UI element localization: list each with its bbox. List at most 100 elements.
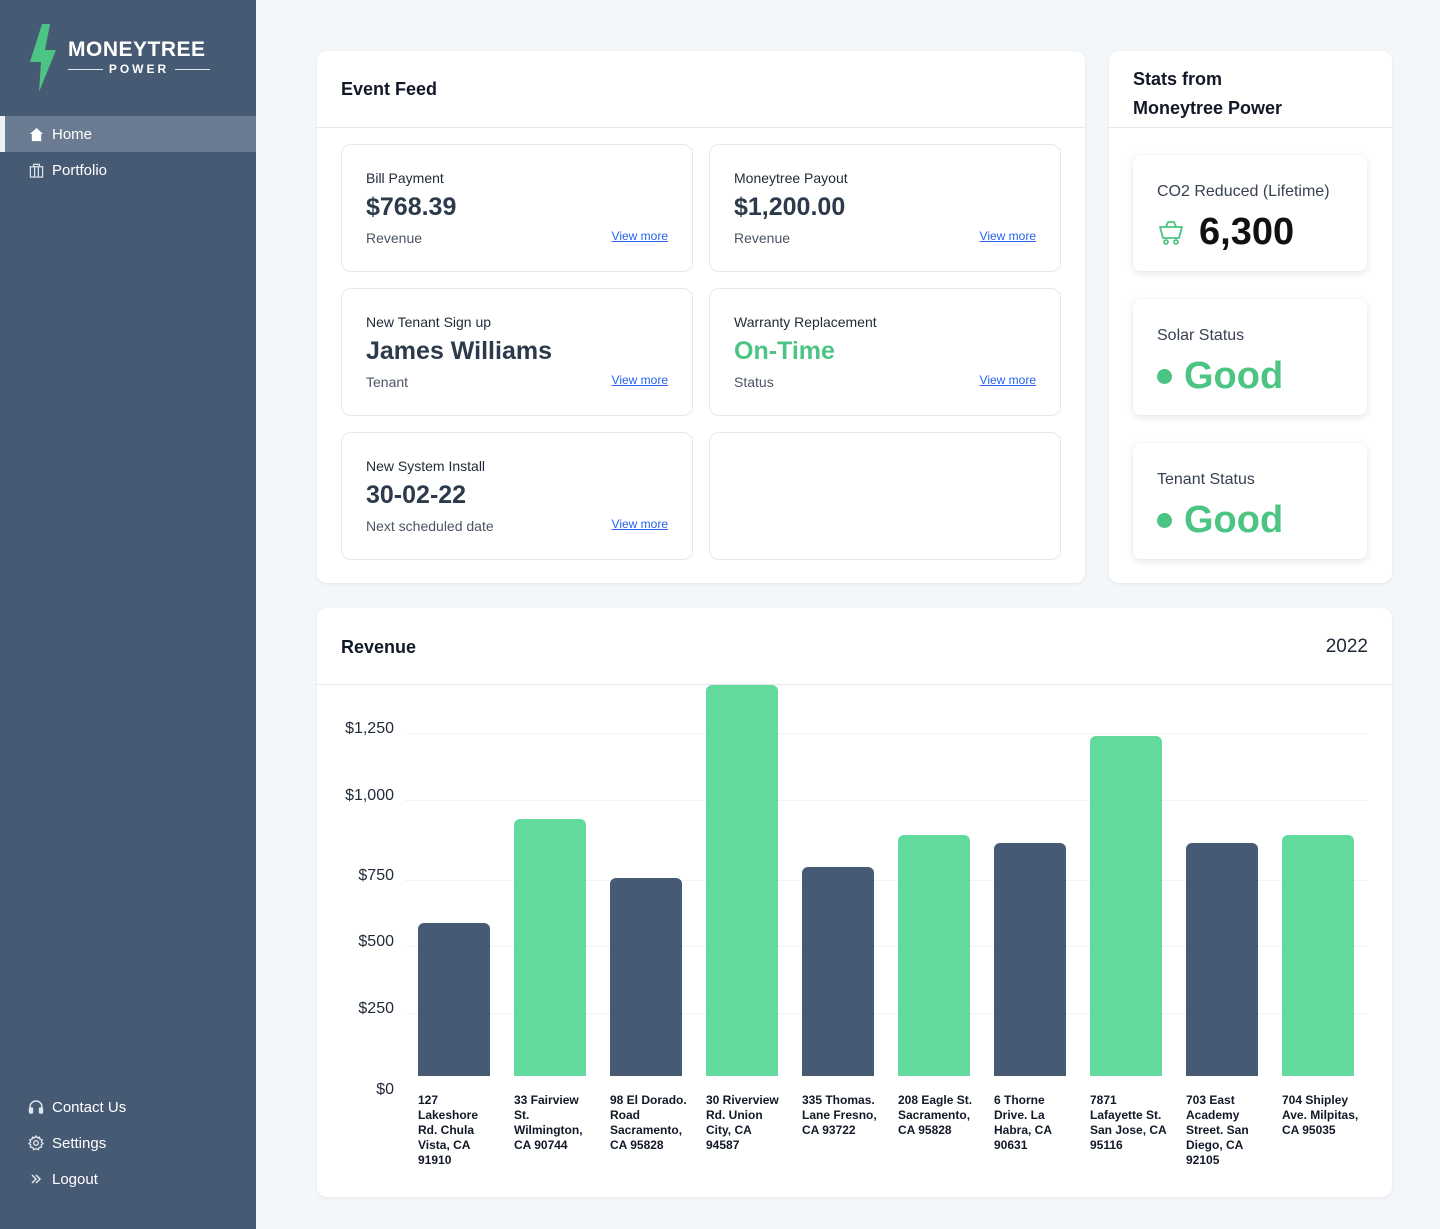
- brand-sub-row: POWER: [68, 62, 210, 76]
- event-feed-title: Event Feed: [341, 79, 438, 99]
- panel-header: Event Feed: [317, 51, 1085, 128]
- bar[interactable]: [418, 923, 490, 1076]
- home-icon: [28, 126, 44, 142]
- y-tick-label: $1,250: [345, 720, 394, 737]
- bar[interactable]: [802, 867, 874, 1076]
- headset-icon: [28, 1099, 44, 1115]
- bar[interactable]: [610, 878, 682, 1076]
- bar[interactable]: [1282, 835, 1354, 1076]
- x-tick-label: 127 Lakeshore Rd. Chula Vista, CA 91910: [418, 1093, 479, 1167]
- gridline: [405, 1013, 1368, 1014]
- brand-name: MONEYTREE: [68, 38, 206, 61]
- stat-value-row: Good: [1157, 355, 1283, 398]
- y-tick-label: $500: [358, 933, 394, 950]
- x-tick-label: 703 East Academy Street. San Diego, CA 9…: [1186, 1093, 1249, 1167]
- revenue-title: Revenue: [341, 637, 417, 657]
- gridline: [405, 800, 1368, 801]
- event-label: Moneytree Payout: [734, 170, 848, 186]
- event-sub: Status: [734, 374, 774, 390]
- event-label: New System Install: [366, 458, 486, 474]
- cart-icon: [1159, 220, 1183, 245]
- status-dot: [1157, 513, 1172, 528]
- revenue-panel: Revenue 2022 $1,250 $1,000 $750 $500 $250 $0 1…: [317, 608, 1392, 1197]
- bar[interactable]: [514, 819, 586, 1076]
- nav-label-settings: Settings: [52, 1134, 107, 1152]
- y-tick-label: $250: [358, 1000, 394, 1017]
- stat-value: 6,300: [1199, 211, 1295, 253]
- stats-title: Stats from Moneytree Power: [1133, 65, 1282, 123]
- x-tick-label: 7871 Lafayette St. San Jose, CA 95116: [1090, 1093, 1167, 1152]
- stats-title-line2: Moneytree Power: [1133, 98, 1283, 118]
- event-value: On-Time: [734, 337, 835, 365]
- event-value: $1,200.00: [734, 193, 846, 221]
- brand-logo[interactable]: MONEYTREE POWER: [28, 24, 228, 92]
- event-card-bill-payment: Bill Payment $768.39 Revenue View more: [341, 144, 693, 272]
- stat-card-solar: Solar Status Good: [1133, 299, 1367, 415]
- stat-value: Good: [1184, 499, 1284, 541]
- gridline: [405, 880, 1368, 881]
- portfolio-icon: [28, 162, 44, 178]
- nav-label-contact: Contact Us: [52, 1098, 127, 1116]
- x-tick-label: 335 Thomas. Lane Fresno, CA 93722: [802, 1093, 877, 1137]
- event-card-warranty: Warranty Replacement On-Time Status View…: [709, 288, 1061, 416]
- bar[interactable]: [1090, 736, 1162, 1076]
- chevrons-right-icon: [28, 1171, 44, 1187]
- bar[interactable]: [994, 843, 1066, 1076]
- x-tick-label: 208 Eagle St. Sacramento, CA 95828: [898, 1093, 973, 1137]
- event-card-empty: [709, 432, 1061, 560]
- event-sub: Next scheduled date: [366, 518, 494, 534]
- stat-label: Solar Status: [1157, 327, 1245, 344]
- event-label: Bill Payment: [366, 170, 444, 186]
- revenue-chart: $1,250 $1,000 $750 $500 $250 $0 127 Lakeshore …: [317, 685, 1392, 1197]
- status-dot: [1157, 369, 1172, 384]
- panel-header: Revenue 2022: [317, 608, 1392, 685]
- x-tick-label: 98 El Dorado. Road Sacramento, CA 95828: [610, 1093, 687, 1152]
- x-tick-label: 704 Shipley Ave. Milpitas, CA 95035: [1282, 1093, 1359, 1137]
- event-label: New Tenant Sign up: [366, 314, 492, 330]
- event-feed-panel: Event Feed Bill Payment $768.39 Revenue …: [317, 51, 1085, 583]
- view-more-link[interactable]: View more: [979, 229, 1036, 243]
- nav-item-home[interactable]: Home: [0, 116, 256, 152]
- y-tick-label: $0: [376, 1081, 394, 1098]
- revenue-year[interactable]: 2022: [1325, 636, 1368, 657]
- view-more-link[interactable]: View more: [979, 373, 1036, 387]
- stat-card-tenant: Tenant Status Good: [1133, 443, 1367, 559]
- divider: [175, 68, 210, 70]
- x-tick-label: 6 Thorne Drive. La Habra, CA 90631: [994, 1093, 1052, 1152]
- bar[interactable]: [1186, 843, 1258, 1076]
- bar[interactable]: [898, 835, 970, 1076]
- stat-card-co2: CO2 Reduced (Lifetime) 6,300: [1133, 155, 1367, 271]
- nav-item-contact[interactable]: Contact Us: [0, 1089, 256, 1125]
- nav-item-settings[interactable]: Settings: [0, 1125, 256, 1161]
- y-tick-label: $750: [358, 867, 394, 884]
- stat-label: CO2 Reduced (Lifetime): [1157, 183, 1330, 200]
- brand-sub: POWER: [108, 62, 170, 76]
- event-label: Warranty Replacement: [734, 314, 877, 330]
- stats-panel: Stats from Moneytree Power CO2 Reduced (…: [1109, 51, 1392, 583]
- stats-title-line1: Stats from: [1133, 69, 1223, 89]
- nav-label-portfolio: Portfolio: [52, 161, 108, 179]
- nav-item-logout[interactable]: Logout: [0, 1161, 256, 1197]
- event-sub: Tenant: [366, 374, 409, 390]
- view-more-link[interactable]: View more: [611, 517, 668, 531]
- view-more-link[interactable]: View more: [611, 373, 668, 387]
- event-sub: Revenue: [366, 230, 423, 246]
- x-tick-label: 30 Riverview Rd. Union City, CA 94587: [706, 1093, 779, 1152]
- gridline: [405, 946, 1368, 947]
- view-more-link[interactable]: View more: [611, 229, 668, 243]
- stat-label: Tenant Status: [1157, 471, 1255, 488]
- event-value: $768.39: [366, 193, 457, 221]
- stat-value-row: Good: [1157, 499, 1283, 542]
- event-sub: Revenue: [734, 230, 791, 246]
- divider: [68, 68, 103, 70]
- nav-item-portfolio[interactable]: Portfolio: [0, 152, 256, 188]
- bar[interactable]: [706, 685, 778, 1076]
- gridline: [405, 733, 1368, 734]
- event-card-system-install: New System Install 30-02-22 Next schedul…: [341, 432, 693, 560]
- panel-header: Stats from Moneytree Power: [1109, 51, 1392, 128]
- event-card-new-tenant: New Tenant Sign up James Williams Tenant…: [341, 288, 693, 416]
- stat-value: Good: [1184, 355, 1284, 397]
- sidebar: MONEYTREE POWER Home Portfolio Contact U…: [0, 0, 256, 1229]
- nav-label-logout: Logout: [52, 1170, 98, 1188]
- lightning-bolt-icon: [30, 24, 56, 92]
